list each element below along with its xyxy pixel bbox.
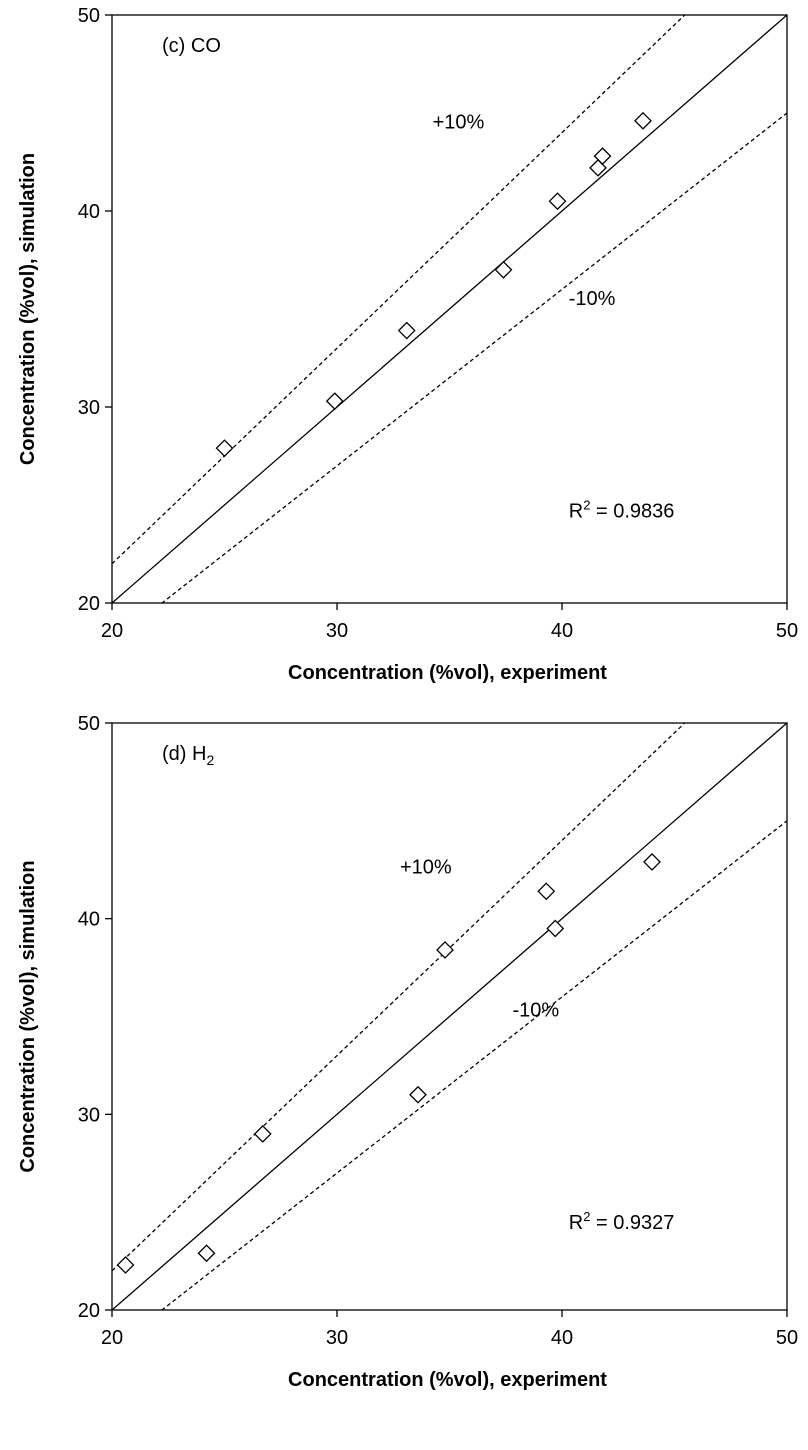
reference-lines (112, 723, 787, 1310)
reference-lines (112, 15, 787, 603)
x-tick-label: 50 (776, 1327, 798, 1349)
y-tick-label: 20 (78, 1300, 100, 1322)
y-axis-label: Concentration (%vol), simulation (17, 153, 39, 465)
plot-frame (111, 722, 788, 1311)
plus10-annotation: +10% (400, 857, 452, 879)
y-tick-label: 50 (78, 713, 100, 735)
data-point (253, 1124, 272, 1143)
x-tick-label: 40 (551, 620, 573, 642)
r-squared-value: = 0.9836 (590, 501, 674, 523)
data-point (537, 882, 556, 901)
panel-label: (d) H2 (162, 743, 214, 768)
y-tick-label: 40 (78, 201, 100, 223)
y-axis-label: Concentration (%vol), simulation (17, 860, 39, 1172)
y-tick-label: 20 (78, 593, 100, 615)
data-point (397, 321, 416, 340)
r-squared-annotation: R2 = 0.9327 (569, 1209, 675, 1234)
panel-label-subscript: 2 (206, 752, 214, 768)
y-tick-label: 30 (78, 1104, 100, 1126)
data-point (409, 1085, 427, 1104)
data-point (197, 1244, 216, 1263)
plot-frame (111, 14, 788, 604)
r-squared-superscript: 2 (583, 1209, 590, 1224)
x-axis-label: Concentration (%vol), experiment (288, 1369, 607, 1391)
panel-label: (c) CO (162, 35, 221, 57)
plus10-line (112, 723, 686, 1272)
x-tick-label: 30 (326, 620, 348, 642)
minus10-line (160, 820, 787, 1310)
y-tick-label: 30 (78, 397, 100, 419)
y-tick-label: 40 (78, 909, 100, 931)
minus10-annotation: -10% (513, 1000, 560, 1022)
x-axis-label: Concentration (%vol), experiment (288, 662, 607, 684)
r-squared-value: = 0.9327 (590, 1212, 674, 1234)
data-point (546, 919, 565, 938)
data-point (634, 111, 652, 130)
data-point (494, 260, 513, 279)
r-squared-superscript: 2 (583, 498, 590, 513)
minus10-annotation: -10% (569, 288, 616, 310)
x-tick-label: 20 (101, 1327, 123, 1349)
parity-line (112, 15, 787, 603)
data-point (436, 941, 454, 959)
chart-panel-h2: 20 30 40 50 20 30 40 50 Concentration (%vol), ex… (17, 713, 798, 1391)
chart-panel-co: 20 30 40 50 20 30 40 50 Concentration (%vol), ex… (17, 5, 798, 684)
plus10-line (112, 15, 686, 565)
x-tick-label: 30 (326, 1327, 348, 1349)
data-point (643, 853, 661, 871)
data-point (593, 147, 612, 166)
x-tick-label: 40 (551, 1327, 573, 1349)
data-point (215, 439, 234, 458)
plus10-annotation: +10% (433, 112, 485, 134)
x-tick-label: 20 (101, 620, 123, 642)
parity-line (112, 723, 787, 1310)
y-tick-label: 50 (78, 5, 100, 27)
r-squared-annotation: R2 = 0.9836 (569, 498, 675, 523)
data-point (548, 192, 567, 211)
x-tick-label: 50 (776, 620, 798, 642)
minus10-line (160, 112, 787, 603)
data-point (325, 392, 344, 411)
data-point (116, 1256, 135, 1274)
